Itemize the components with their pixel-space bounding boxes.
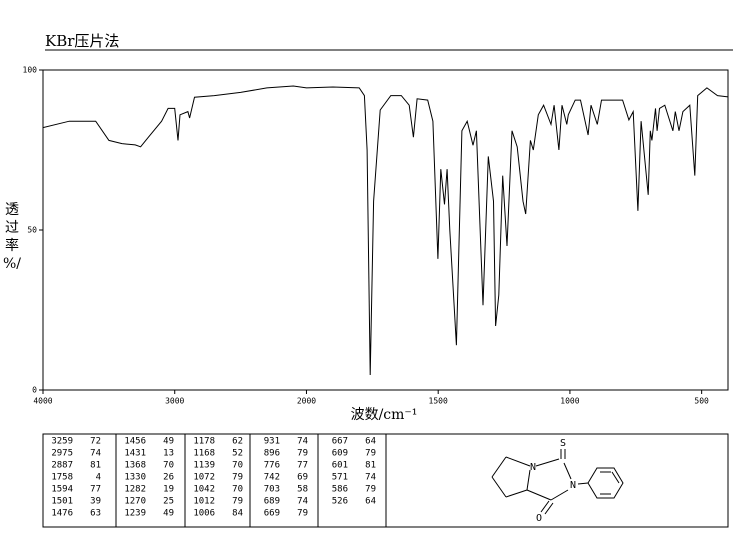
peak-wavenumber: 776 bbox=[264, 461, 280, 471]
structure-bonds bbox=[491, 449, 624, 515]
peak-wavenumber: 667 bbox=[332, 437, 348, 447]
peak-transmittance: 64 bbox=[365, 437, 376, 447]
peak-wavenumber: 1476 bbox=[51, 509, 73, 519]
table-dividers bbox=[115, 434, 387, 527]
x-tick-label: 3000 bbox=[165, 397, 184, 406]
peak-transmittance: 79 bbox=[365, 449, 376, 459]
peak-wavenumber: 609 bbox=[332, 449, 348, 459]
peak-wavenumber: 3259 bbox=[51, 437, 73, 447]
peak-transmittance: 79 bbox=[297, 449, 308, 459]
peak-wavenumber: 689 bbox=[264, 497, 280, 507]
peak-transmittance: 52 bbox=[232, 449, 243, 459]
y-axis-label: %/ bbox=[3, 256, 21, 272]
peak-transmittance: 74 bbox=[365, 473, 376, 483]
peak-transmittance: 70 bbox=[163, 461, 174, 471]
peak-transmittance: 72 bbox=[90, 437, 101, 447]
peak-wavenumber: 1282 bbox=[124, 485, 146, 495]
y-axis-label: 透 bbox=[5, 202, 19, 218]
peak-transmittance: 13 bbox=[163, 449, 174, 459]
peak-wavenumber: 1168 bbox=[193, 449, 215, 459]
peak-wavenumber: 571 bbox=[332, 473, 348, 483]
peak-transmittance: 81 bbox=[90, 461, 101, 471]
atom-label: O bbox=[536, 513, 542, 524]
spectrum-line bbox=[42, 85, 729, 376]
peak-transmittance: 39 bbox=[90, 497, 101, 507]
peak-transmittance: 69 bbox=[297, 473, 308, 483]
peak-transmittance: 77 bbox=[297, 461, 308, 471]
peak-transmittance: 64 bbox=[365, 497, 376, 507]
peak-transmittance: 63 bbox=[90, 509, 101, 519]
peak-transmittance: 70 bbox=[232, 485, 243, 495]
peak-transmittance: 19 bbox=[163, 485, 174, 495]
peak-wavenumber: 1758 bbox=[51, 473, 73, 483]
peak-wavenumber: 586 bbox=[332, 485, 348, 495]
atom-label: N bbox=[530, 462, 536, 473]
peak-wavenumber: 1368 bbox=[124, 461, 146, 471]
peak-wavenumber: 669 bbox=[264, 509, 280, 519]
y-tick-label: 0 bbox=[32, 386, 37, 395]
peak-wavenumber: 896 bbox=[264, 449, 280, 459]
peak-wavenumber: 931 bbox=[264, 437, 280, 447]
peak-wavenumber: 1006 bbox=[193, 509, 215, 519]
peak-transmittance: 77 bbox=[90, 485, 101, 495]
chart-title: KBr压片法 bbox=[45, 32, 119, 50]
atom-label: S bbox=[560, 438, 566, 449]
x-tick-label: 4000 bbox=[33, 397, 52, 406]
x-tick-label: 2000 bbox=[297, 397, 316, 406]
peak-wavenumber: 1012 bbox=[193, 497, 215, 507]
peak-transmittance: 74 bbox=[297, 497, 308, 507]
peak-wavenumber: 1042 bbox=[193, 485, 215, 495]
peak-transmittance: 62 bbox=[232, 437, 243, 447]
peak-wavenumber: 1139 bbox=[193, 461, 215, 471]
peak-transmittance: 84 bbox=[232, 509, 243, 519]
peak-transmittance: 58 bbox=[297, 485, 308, 495]
peak-transmittance: 70 bbox=[232, 461, 243, 471]
atom-label: N bbox=[570, 480, 576, 491]
peak-wavenumber: 526 bbox=[332, 497, 348, 507]
plot-frame bbox=[42, 69, 729, 391]
peak-wavenumber: 1431 bbox=[124, 449, 146, 459]
peak-wavenumber: 1594 bbox=[51, 485, 73, 495]
x-axis-label: 波数/cm⁻¹ bbox=[351, 407, 418, 423]
peak-wavenumber: 1330 bbox=[124, 473, 146, 483]
peak-transmittance: 79 bbox=[297, 509, 308, 519]
y-tick-label: 100 bbox=[23, 66, 38, 75]
peak-wavenumber: 703 bbox=[264, 485, 280, 495]
peak-transmittance: 79 bbox=[365, 485, 376, 495]
peak-wavenumber: 1239 bbox=[124, 509, 146, 519]
x-tick-label: 1000 bbox=[560, 397, 579, 406]
y-tick-label: 50 bbox=[27, 226, 37, 235]
peak-wavenumber: 1072 bbox=[193, 473, 215, 483]
peak-transmittance: 79 bbox=[232, 473, 243, 483]
peak-transmittance: 74 bbox=[297, 437, 308, 447]
peak-transmittance: 26 bbox=[163, 473, 174, 483]
y-axis-label: 过 bbox=[5, 220, 19, 236]
x-tick-label: 500 bbox=[694, 397, 709, 406]
y-axis-label: 率 bbox=[5, 237, 19, 254]
peak-transmittance: 81 bbox=[365, 461, 376, 471]
peak-wavenumber: 2887 bbox=[51, 461, 73, 471]
peak-wavenumber: 1270 bbox=[124, 497, 146, 507]
x-tick-label: 1500 bbox=[429, 397, 448, 406]
peak-transmittance: 74 bbox=[90, 449, 101, 459]
peak-transmittance: 79 bbox=[232, 497, 243, 507]
peak-transmittance: 49 bbox=[163, 509, 174, 519]
peak-wavenumber: 742 bbox=[264, 473, 280, 483]
peak-wavenumber: 1178 bbox=[193, 437, 215, 447]
peak-transmittance: 4 bbox=[96, 473, 101, 483]
peak-transmittance: 25 bbox=[163, 497, 174, 507]
peak-wavenumber: 1456 bbox=[124, 437, 146, 447]
peak-wavenumber: 1501 bbox=[51, 497, 73, 507]
peak-wavenumber: 601 bbox=[332, 461, 348, 471]
peak-wavenumber: 2975 bbox=[51, 449, 73, 459]
peak-transmittance: 49 bbox=[163, 437, 174, 447]
